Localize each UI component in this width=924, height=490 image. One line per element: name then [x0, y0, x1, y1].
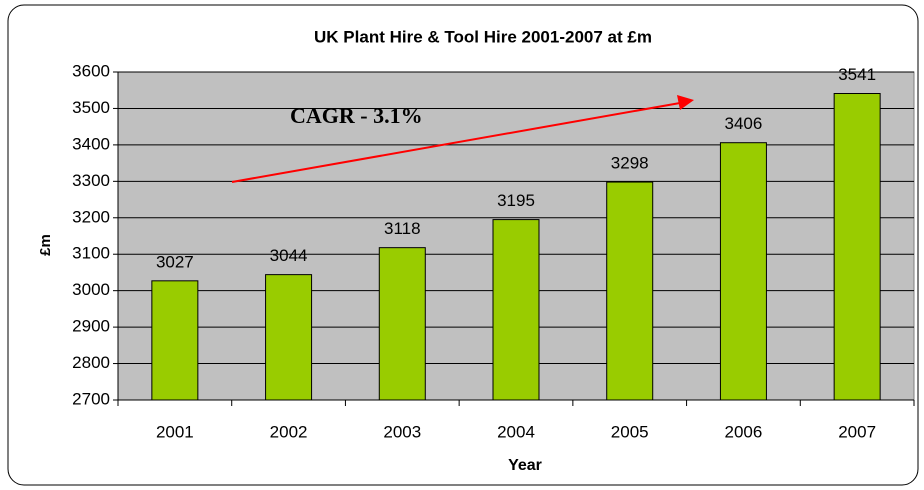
bar [265, 274, 313, 401]
data-label: 3406 [725, 114, 763, 133]
y-tick-label: 2800 [72, 353, 110, 372]
x-tick-label: 2001 [156, 422, 194, 441]
x-tick-label: 2007 [838, 422, 876, 441]
x-tick-label: 2006 [725, 422, 763, 441]
data-label: 3195 [497, 191, 535, 210]
trend-arrowhead [677, 95, 694, 110]
data-label: 3118 [384, 219, 421, 238]
annotation: CAGR - 3.1% [290, 103, 423, 128]
data-label: 3027 [156, 252, 194, 271]
bar [378, 247, 426, 401]
bar [833, 93, 881, 401]
bar [151, 280, 199, 401]
x-tick-label: 2002 [270, 422, 308, 441]
bar [492, 219, 540, 401]
x-tick-label: 2004 [497, 422, 535, 441]
bar [719, 142, 767, 401]
y-tick-label: 3500 [72, 98, 110, 117]
chart-title: UK Plant Hire & Tool Hire 2001-2007 at £… [314, 27, 652, 46]
data-label: 3541 [838, 65, 876, 84]
y-axis-label: £m [37, 234, 54, 256]
trend-arrow [231, 102, 681, 183]
y-tick-label: 3600 [72, 61, 110, 80]
y-tick-label: 3400 [72, 134, 110, 153]
x-tick-label: 2005 [611, 422, 649, 441]
y-tick-label: 3100 [72, 244, 110, 263]
y-tick-label: 3000 [72, 280, 110, 299]
bar [606, 181, 654, 401]
x-tick-label: 2003 [383, 422, 421, 441]
y-tick-label: 2900 [72, 317, 110, 336]
y-tick-label: 3300 [72, 171, 110, 190]
y-tick-label: 2700 [72, 389, 110, 408]
data-label: 3298 [611, 154, 649, 173]
x-axis-label: Year [508, 457, 542, 474]
data-label: 3044 [270, 246, 308, 265]
y-tick-label: 3200 [72, 207, 110, 226]
